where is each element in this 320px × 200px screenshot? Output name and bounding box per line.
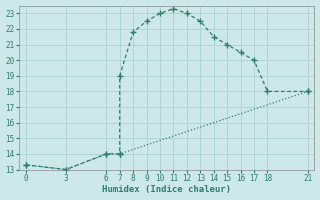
X-axis label: Humidex (Indice chaleur): Humidex (Indice chaleur): [102, 185, 231, 194]
